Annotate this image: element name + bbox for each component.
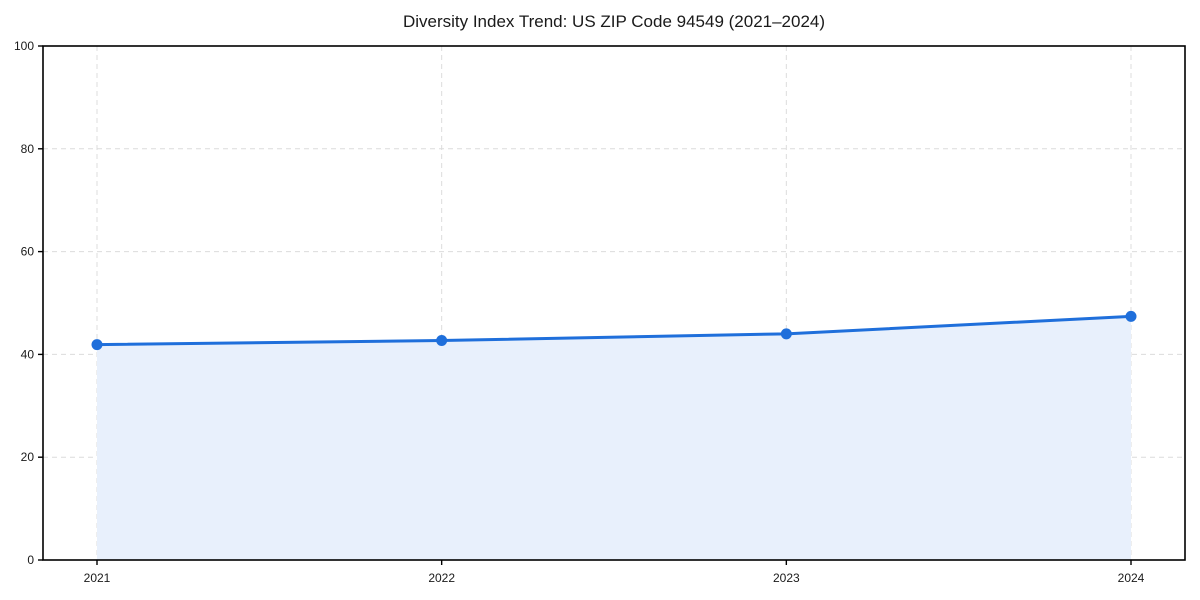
y-tick-label: 100	[14, 39, 34, 53]
x-tick-label: 2021	[84, 571, 111, 585]
data-point-2024	[1125, 310, 1137, 322]
axis-spines	[42, 45, 1186, 561]
y-tick-label: 80	[21, 142, 35, 156]
x-tick-label: 2024	[1118, 571, 1145, 585]
chart-title: Diversity Index Trend: US ZIP Code 94549…	[402, 12, 826, 31]
y-tick-label: 20	[21, 450, 35, 464]
x-tick-label: 2023	[773, 571, 800, 585]
x-tick-label: 2022	[428, 571, 455, 585]
data-point-2022	[436, 335, 448, 347]
data-point-2023	[780, 328, 792, 340]
area-fill	[97, 316, 1131, 560]
y-tick-label: 0	[27, 553, 34, 567]
y-tick-label: 40	[21, 347, 35, 361]
data-point-2021	[91, 339, 103, 351]
trend-line	[95, 314, 1133, 347]
y-tick-label: 60	[21, 245, 35, 259]
